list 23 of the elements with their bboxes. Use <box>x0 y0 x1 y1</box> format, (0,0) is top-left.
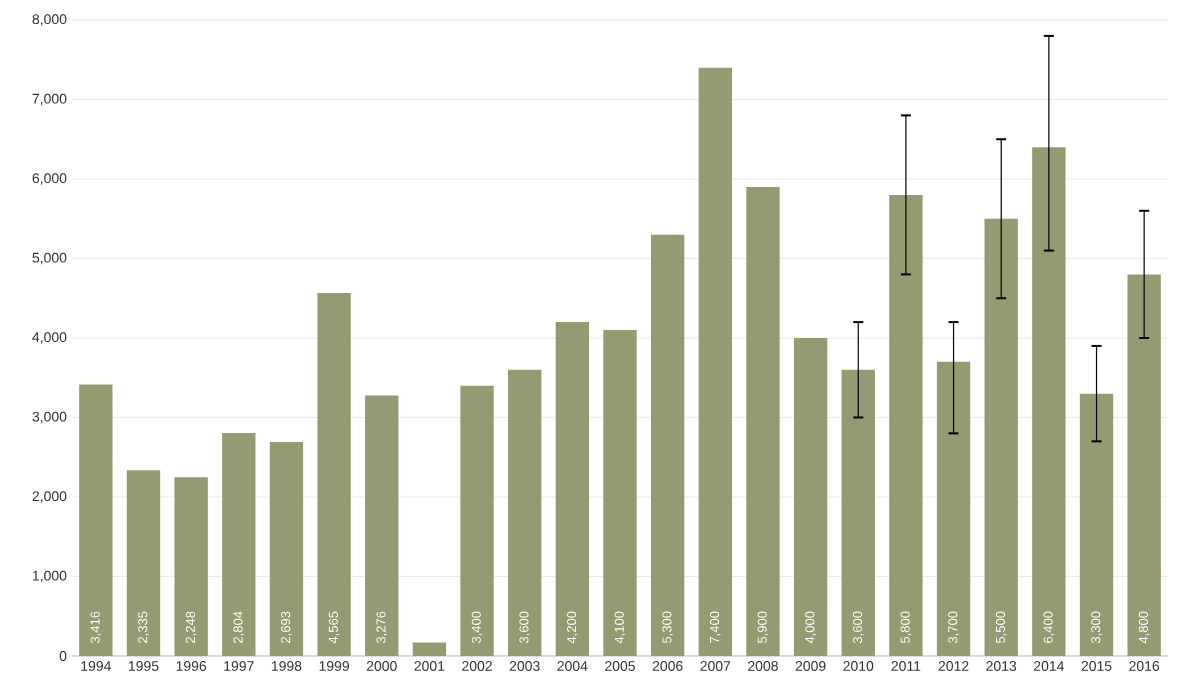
bar <box>460 385 494 656</box>
bar <box>984 218 1018 656</box>
bar <box>603 330 637 656</box>
bar <box>793 337 828 656</box>
bar <box>79 384 113 656</box>
bar <box>889 194 923 656</box>
bar <box>508 369 542 656</box>
bar <box>222 433 256 656</box>
bar <box>1032 147 1066 656</box>
bar <box>936 361 971 656</box>
bar <box>174 477 208 656</box>
bar <box>1079 393 1114 656</box>
bar <box>269 441 304 656</box>
bar <box>698 67 732 656</box>
bar <box>365 395 399 656</box>
bar <box>317 293 351 656</box>
bar <box>1127 274 1161 656</box>
bar <box>746 186 780 656</box>
bar <box>555 322 590 656</box>
bar <box>412 642 447 656</box>
bar <box>126 470 161 656</box>
bar <box>650 234 685 656</box>
bar <box>841 369 875 656</box>
